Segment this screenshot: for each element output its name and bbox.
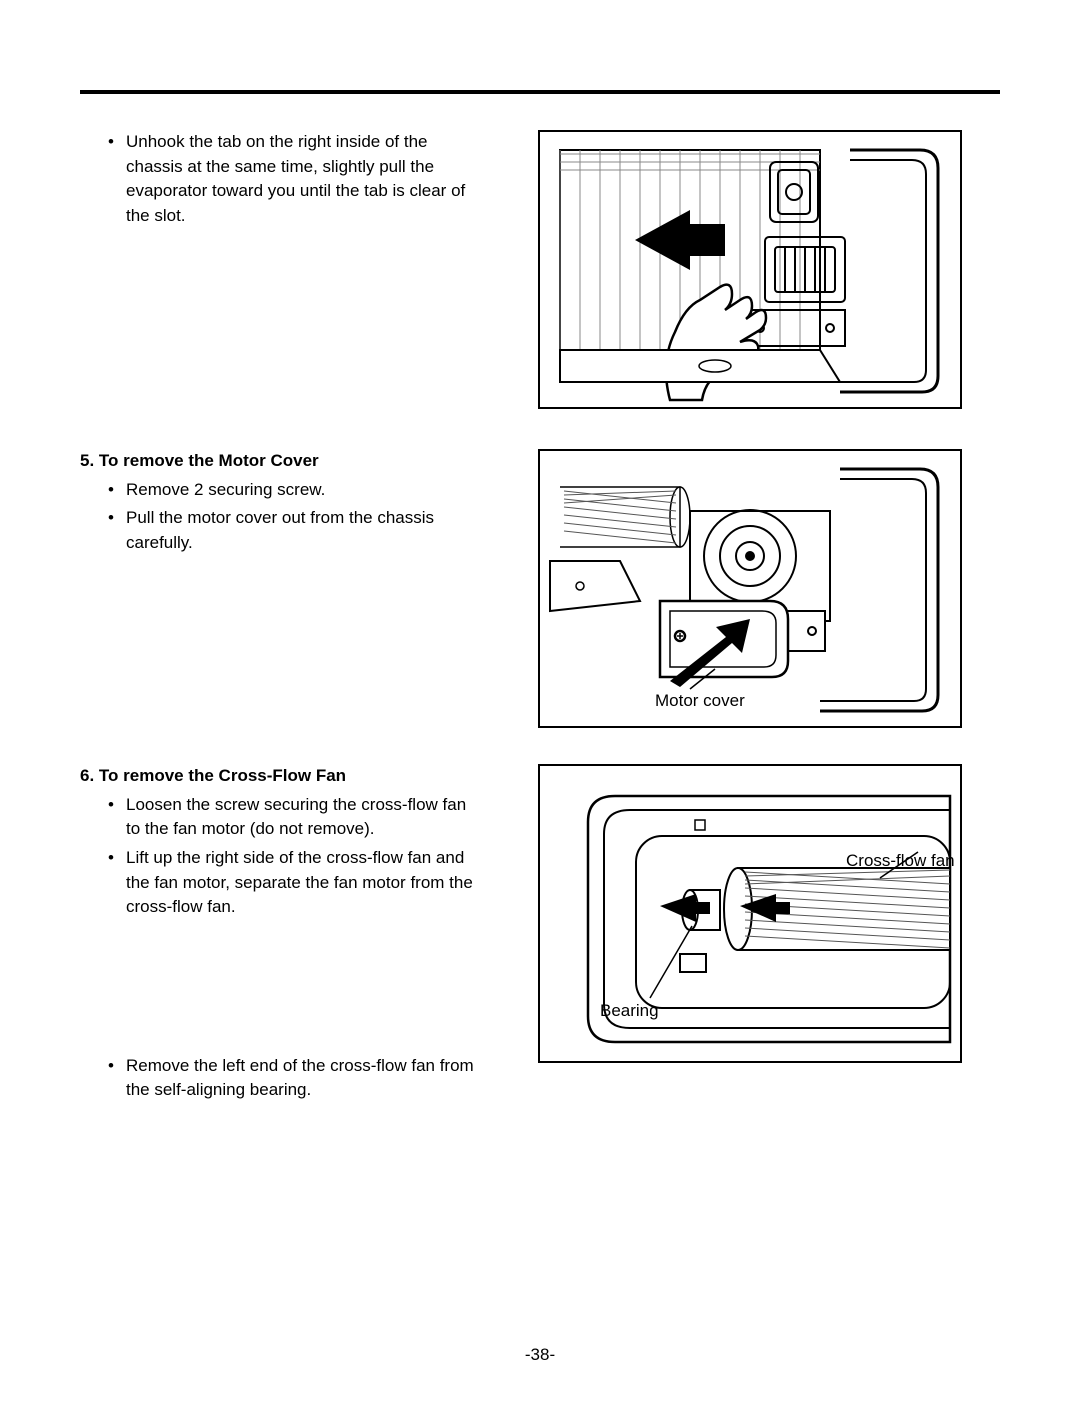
- section3-bullet1: Loosen the screw securing the cross-flow…: [108, 793, 480, 842]
- section1-text: Unhook the tab on the right inside of th…: [80, 130, 480, 233]
- section1-bullet1: Unhook the tab on the right inside of th…: [108, 130, 480, 229]
- horizontal-rule: [80, 90, 1000, 94]
- section3-bullet3: Remove the left end of the cross-flow fa…: [108, 1054, 480, 1103]
- fig3-label-fan: Cross-flow fan: [846, 851, 955, 870]
- fig3-label-bearing: Bearing: [600, 1001, 659, 1020]
- section3-text: 6. To remove the Cross-Flow Fan Loosen t…: [80, 764, 480, 1107]
- section2-bullet1: Remove 2 securing screw.: [108, 478, 480, 503]
- section2-bullet2: Pull the motor cover out from the chassi…: [108, 506, 480, 555]
- figure-2: Motor cover: [538, 449, 962, 728]
- section3-heading: 6. To remove the Cross-Flow Fan: [80, 764, 480, 789]
- page-number: -38-: [0, 1345, 1080, 1365]
- figure-3: Cross-flow fan Bearing: [538, 764, 962, 1063]
- section2-heading: 5. To remove the Motor Cover: [80, 449, 480, 474]
- fig2-label: Motor cover: [655, 691, 745, 710]
- section2-text: 5. To remove the Motor Cover Remove 2 se…: [80, 449, 480, 560]
- figure-1: [538, 130, 962, 409]
- section3-bullet2: Lift up the right side of the cross-flow…: [108, 846, 480, 920]
